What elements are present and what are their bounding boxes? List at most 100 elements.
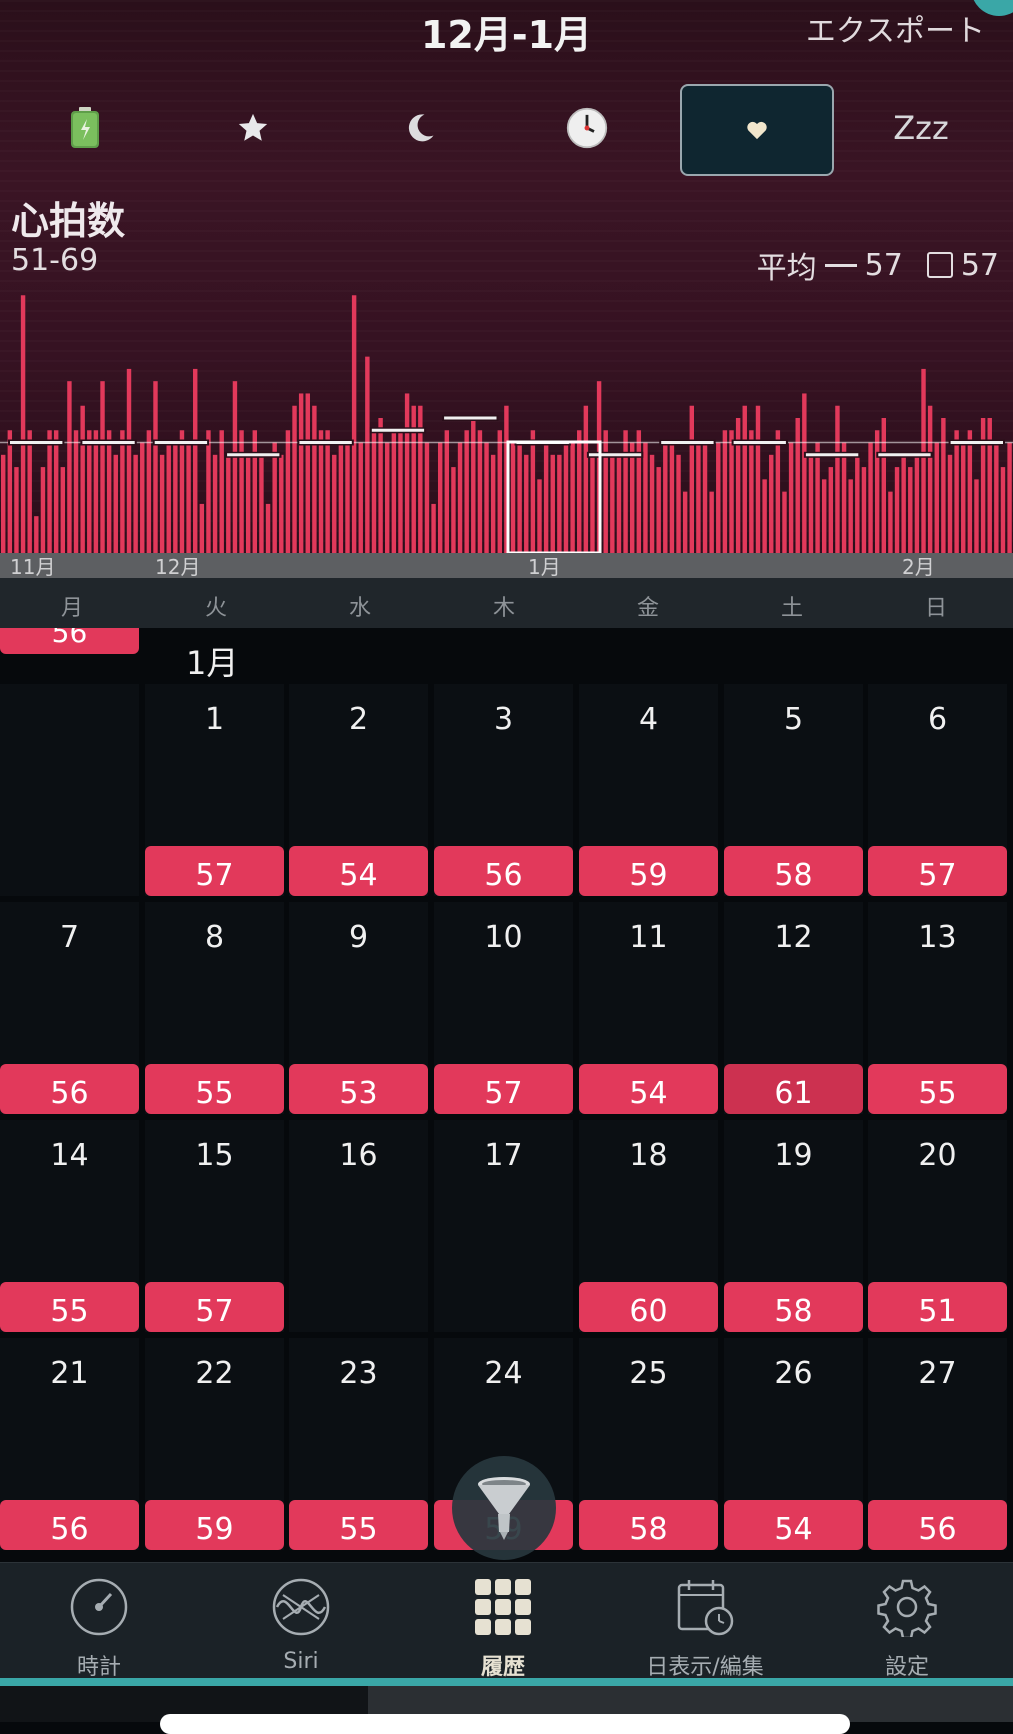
calendar-day-cell[interactable]: 17 — [434, 1120, 573, 1332]
calendar-day-cell[interactable]: 6 57 — [868, 684, 1007, 896]
chart-bar — [788, 442, 794, 553]
day-number: 2 — [348, 702, 369, 737]
chart-bar — [629, 442, 635, 553]
weekday-tue: 火 — [204, 596, 227, 621]
chart-bar — [669, 442, 675, 553]
calendar-day-cell[interactable]: 13 55 — [868, 902, 1007, 1114]
chart-bar — [696, 442, 701, 553]
chart-bar — [782, 491, 787, 553]
chart-bar — [927, 405, 933, 553]
metric-range: 51-69 — [11, 243, 99, 278]
filter-button[interactable] — [452, 1456, 556, 1560]
day-number: 13 — [918, 920, 957, 955]
chart-bar — [60, 467, 66, 553]
heart-rate-badge: 58 — [724, 846, 863, 896]
calendar-day-cell[interactable]: 9 53 — [289, 902, 428, 1114]
calendar-day-cell[interactable]: 26 54 — [724, 1338, 863, 1550]
chart-bar — [702, 442, 708, 553]
tab-moon[interactable] — [345, 84, 495, 172]
chart-bar — [179, 430, 185, 553]
chart-bar — [93, 430, 99, 553]
heart-rate-badge: 59 — [145, 1500, 284, 1550]
calendar-day-cell[interactable]: 23 55 — [289, 1338, 428, 1550]
calendar-day-cell[interactable]: 3 56 — [434, 684, 573, 896]
tab-sleep[interactable]: Zzz — [846, 84, 996, 172]
heart-rate-chart[interactable]: 11月 12月 1月 2月 — [0, 280, 1013, 578]
calendar-day-cell[interactable]: 27 56 — [868, 1338, 1007, 1550]
calendar-day-cell[interactable]: 1 57 — [145, 684, 284, 896]
day-number: 24 — [484, 1356, 523, 1391]
tab-clock[interactable] — [512, 84, 662, 172]
chart-bar — [345, 442, 350, 553]
calendar-day-cell[interactable] — [0, 684, 139, 896]
chart-bar — [371, 430, 377, 553]
box-legend-icon — [926, 252, 953, 278]
chart-bar — [239, 430, 244, 553]
chart-bar — [735, 418, 741, 553]
chart-bar — [53, 430, 59, 553]
calendar-day-cell[interactable]: 19 58 — [724, 1120, 863, 1332]
chart-bar — [583, 405, 589, 553]
heart-rate-badge: 51 — [868, 1282, 1007, 1332]
calendar-day-cell[interactable]: 14 55 — [0, 1120, 139, 1332]
chart-bar — [80, 405, 85, 553]
calendar-day-cell[interactable]: 15 57 — [145, 1120, 284, 1332]
tab-day-view[interactable]: 日表示/編集 — [610, 1569, 800, 1680]
tab-siri[interactable]: Siri — [206, 1569, 396, 1679]
chart-bar — [808, 454, 814, 553]
chart-bar — [232, 381, 238, 553]
chart-bar — [252, 430, 258, 553]
tab-clock-view[interactable]: 時計 — [4, 1569, 194, 1680]
chart-bar — [87, 430, 92, 553]
chart-bar — [835, 405, 840, 553]
chart-bar — [325, 430, 330, 553]
tab-battery[interactable] — [10, 84, 160, 172]
chart-bar — [649, 454, 655, 553]
chart-bar — [351, 295, 357, 553]
chart-bar — [881, 418, 886, 553]
heart-rate-badge: 54 — [724, 1500, 863, 1550]
calendar-day-cell[interactable]: 10 57 — [434, 902, 573, 1114]
star-icon — [238, 113, 268, 141]
calendar-day-cell[interactable]: 8 55 — [145, 902, 284, 1114]
calendar-day-cell[interactable]: 5 58 — [724, 684, 863, 896]
chart-bar — [908, 467, 913, 553]
chart-bar — [663, 442, 668, 553]
calendar-day-cell[interactable]: 7 56 — [0, 902, 139, 1114]
chart-bar — [120, 430, 125, 553]
calendar-day-cell[interactable]: 20 51 — [868, 1120, 1007, 1332]
chart-bar — [530, 430, 536, 553]
chart-bar — [676, 454, 681, 553]
tab-star[interactable] — [178, 84, 328, 172]
calendar-day-cell[interactable]: 21 56 — [0, 1338, 139, 1550]
chart-bar — [1000, 467, 1006, 553]
gear-icon — [877, 1579, 937, 1637]
tab-settings[interactable]: 設定 — [812, 1569, 1002, 1680]
chart-bar — [358, 442, 363, 553]
chart-bar — [716, 442, 721, 553]
calendar-day-cell[interactable]: 18 60 — [579, 1120, 718, 1332]
calendar-day-cell[interactable]: 22 59 — [145, 1338, 284, 1550]
export-button[interactable]: エクスポート — [805, 14, 985, 49]
calendar-day-cell[interactable]: 11 54 — [579, 902, 718, 1114]
weekday-sat: 土 — [780, 596, 803, 621]
calendar-day-cell[interactable]: 2 54 — [289, 684, 428, 896]
chart-bar — [537, 479, 542, 553]
calendar-day-cell[interactable]: 12 61 — [724, 902, 863, 1114]
chart-bar — [848, 479, 853, 553]
chart-bar — [67, 381, 72, 553]
gauge-icon — [70, 1578, 128, 1636]
chart-bar — [504, 405, 509, 553]
calendar-day-cell[interactable]: 25 58 — [579, 1338, 718, 1550]
tab-label: 設定 — [884, 1655, 929, 1680]
calendar-day-cell[interactable]: 16 — [289, 1120, 428, 1332]
tab-heart-rate[interactable] — [680, 84, 834, 176]
chart-bar — [623, 430, 628, 553]
chart-bar — [802, 393, 807, 553]
calendar-day-cell[interactable]: 4 59 — [579, 684, 718, 896]
tab-history[interactable]: 履歴 — [408, 1569, 598, 1680]
heart-rate-badge: 56 — [868, 1500, 1007, 1550]
chart-bar — [914, 454, 920, 553]
chart-bar — [365, 356, 370, 553]
previous-week-value[interactable]: 56 — [0, 628, 139, 654]
